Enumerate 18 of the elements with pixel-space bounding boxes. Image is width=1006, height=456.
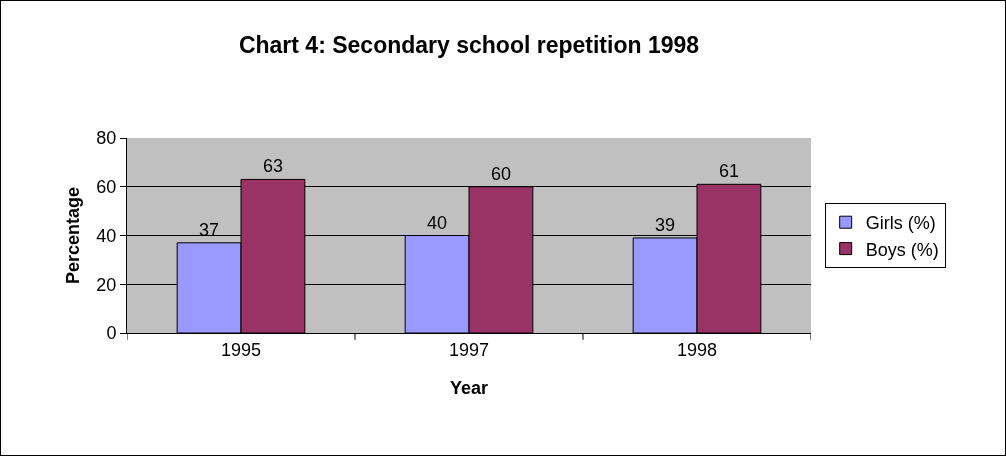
x-tick-label: 1998 — [676, 339, 718, 360]
chart-title: Chart 4: Secondary school repetition 1998 — [238, 32, 700, 59]
x-axis-title: Year — [449, 377, 489, 398]
data-label: 61 — [718, 161, 739, 182]
y-tick-label: 40 — [96, 225, 117, 246]
y-tick-label: 80 — [96, 128, 117, 149]
data-label: 39 — [655, 214, 676, 235]
legend-label: Boys (%) — [865, 239, 939, 260]
data-label: 60 — [490, 163, 511, 184]
data-label: 63 — [262, 156, 283, 177]
legend-label: Girls (%) — [865, 213, 936, 234]
x-tick-label: 1997 — [448, 339, 490, 360]
y-axis-title: Percentage — [62, 186, 83, 285]
y-tick-label: 60 — [96, 177, 117, 198]
x-tick-label: 1995 — [220, 339, 262, 360]
y-tick-label: 0 — [106, 323, 117, 344]
y-tick-label: 20 — [96, 274, 117, 295]
data-label: 40 — [427, 212, 448, 233]
